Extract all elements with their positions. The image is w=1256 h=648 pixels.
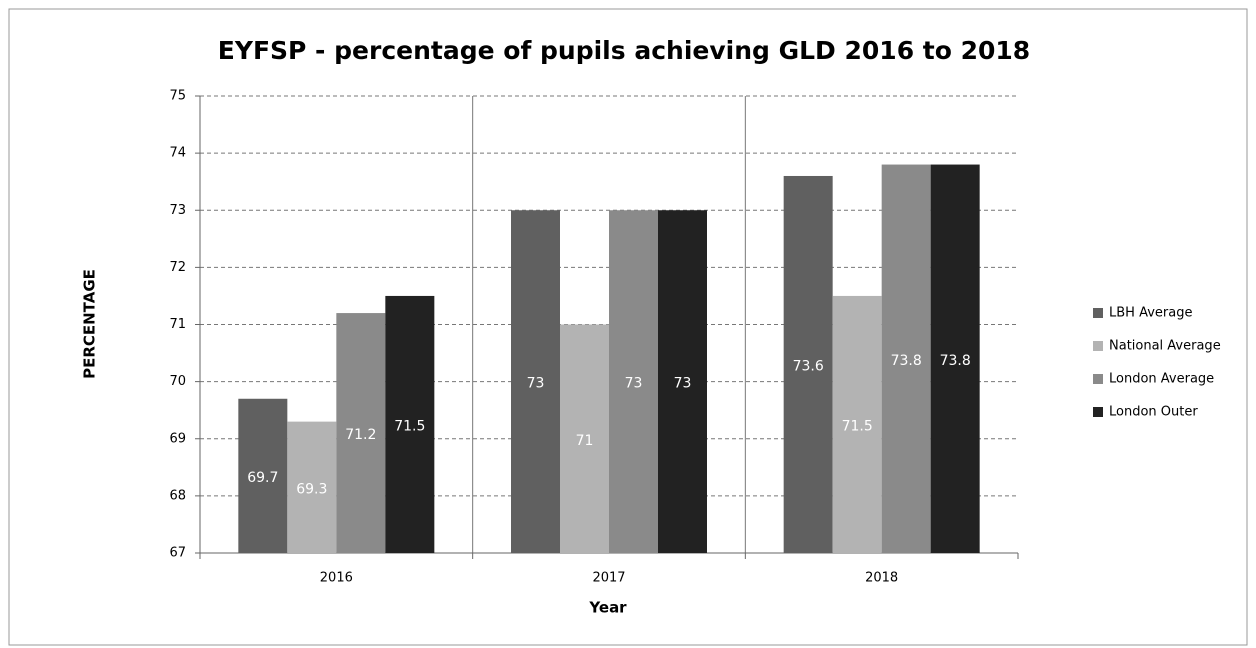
bar bbox=[881, 164, 931, 554]
data-label: 71 bbox=[576, 433, 594, 449]
y-axis-title: PERCENTAGE bbox=[81, 269, 99, 379]
legend-label: London Outer bbox=[1109, 405, 1198, 420]
bar bbox=[385, 295, 435, 553]
data-label: 71.5 bbox=[394, 418, 425, 434]
bar bbox=[511, 210, 560, 553]
data-label: 71.5 bbox=[842, 418, 873, 434]
legend-swatch bbox=[1093, 341, 1103, 351]
y-tick-label: 75 bbox=[169, 89, 186, 104]
data-label: 69.7 bbox=[247, 470, 278, 486]
data-label: 73 bbox=[674, 376, 692, 392]
legend-swatch bbox=[1093, 407, 1103, 417]
y-tick-label: 67 bbox=[169, 546, 186, 561]
bar bbox=[930, 164, 980, 554]
data-label: 69.3 bbox=[296, 481, 327, 497]
bar bbox=[287, 421, 337, 553]
y-tick-label: 73 bbox=[169, 203, 186, 218]
legend-swatch bbox=[1093, 308, 1103, 318]
data-label: 73.8 bbox=[891, 353, 922, 369]
legend-label: LBH Average bbox=[1109, 306, 1192, 321]
y-tick-label: 72 bbox=[169, 260, 186, 275]
chart-title: EYFSP - percentage of pupils achieving G… bbox=[218, 36, 1030, 65]
y-tick-label: 71 bbox=[169, 317, 186, 332]
bar bbox=[336, 313, 386, 553]
y-tick-label: 70 bbox=[169, 374, 186, 389]
data-label: 71.2 bbox=[345, 427, 376, 443]
bar bbox=[783, 175, 833, 553]
x-tick-label: 2017 bbox=[592, 571, 625, 586]
legend-swatch bbox=[1093, 374, 1103, 384]
bar bbox=[658, 210, 707, 553]
data-label: 73 bbox=[625, 376, 643, 392]
bar bbox=[238, 398, 288, 553]
x-axis-title: Year bbox=[588, 599, 627, 617]
x-tick-label: 2018 bbox=[865, 571, 898, 586]
bar bbox=[560, 324, 609, 553]
legend-label: London Average bbox=[1109, 372, 1214, 387]
data-label: 73.8 bbox=[940, 353, 971, 369]
bar bbox=[609, 210, 658, 553]
legend-label: National Average bbox=[1109, 339, 1221, 354]
bar bbox=[832, 295, 882, 553]
y-tick-label: 74 bbox=[169, 146, 186, 161]
data-label: 73 bbox=[527, 376, 545, 392]
data-label: 73.6 bbox=[793, 358, 824, 374]
y-tick-label: 69 bbox=[169, 431, 186, 446]
x-tick-label: 2016 bbox=[320, 571, 353, 586]
y-tick-label: 68 bbox=[169, 488, 186, 503]
